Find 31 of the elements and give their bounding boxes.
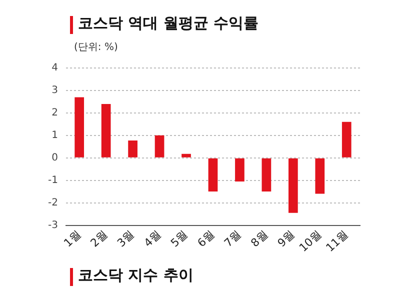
bar bbox=[288, 158, 298, 213]
bar bbox=[208, 158, 218, 192]
bar bbox=[315, 158, 325, 194]
x-tick-label: 1월 bbox=[61, 228, 84, 250]
x-tick-label: 3월 bbox=[114, 228, 137, 250]
x-tick-label: 5월 bbox=[168, 228, 190, 250]
x-tick-label: 6월 bbox=[194, 228, 218, 250]
bar bbox=[101, 104, 111, 158]
y-tick-label: 3 bbox=[52, 85, 58, 96]
y-tick-label: 4 bbox=[52, 62, 58, 74]
x-tick-label: 4월 bbox=[142, 228, 164, 250]
y-tick-label: 1 bbox=[52, 130, 58, 141]
x-tick-label: 2월 bbox=[88, 228, 110, 250]
y-tick-label: -1 bbox=[48, 174, 58, 186]
bar bbox=[342, 122, 352, 158]
bar bbox=[182, 154, 191, 158]
bar bbox=[74, 97, 84, 158]
y-tick-label: -2 bbox=[48, 197, 58, 208]
bar bbox=[154, 135, 164, 158]
chart-title: 코스닥 역대 월평균 수익률 bbox=[78, 14, 259, 32]
x-tick-label: 7월 bbox=[222, 228, 244, 250]
chart-subtitle: (단위: %) bbox=[74, 41, 118, 54]
y-tick-label: 0 bbox=[52, 152, 58, 164]
bar bbox=[235, 158, 244, 182]
x-tick-label: 8월 bbox=[248, 228, 270, 250]
bar bbox=[262, 158, 272, 192]
text: 코스닥 지수 추이 bbox=[78, 266, 194, 284]
bar bbox=[128, 140, 138, 158]
y-tick-label: -3 bbox=[48, 220, 58, 231]
y-tick-label: 2 bbox=[52, 108, 58, 119]
x-tick-label: 9월 bbox=[275, 228, 298, 250]
